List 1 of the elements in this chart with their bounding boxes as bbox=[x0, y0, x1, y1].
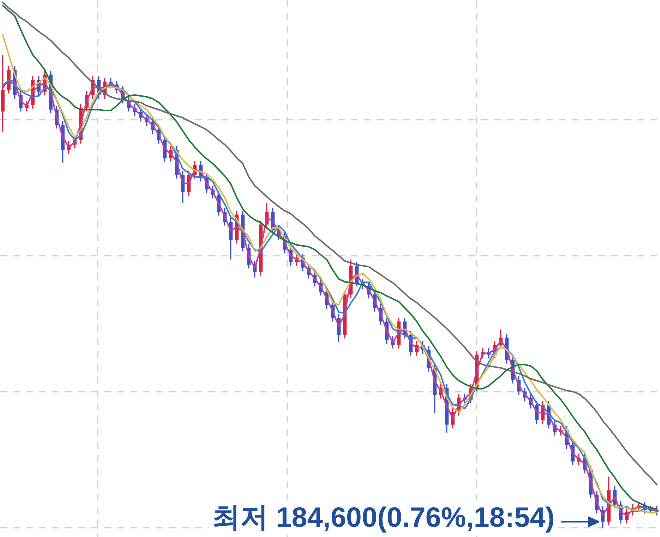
annotation: 최저 184,600(0.76%,18:54) bbox=[212, 502, 555, 533]
